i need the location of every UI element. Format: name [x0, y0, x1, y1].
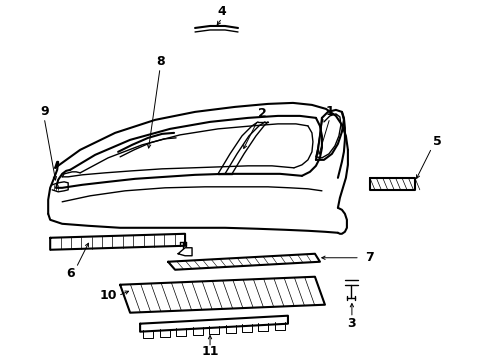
- Text: 2: 2: [258, 107, 267, 120]
- Text: 5: 5: [434, 135, 442, 148]
- Text: 9: 9: [40, 105, 49, 118]
- Text: 11: 11: [201, 345, 219, 358]
- Text: 1: 1: [325, 105, 334, 118]
- Text: 4: 4: [218, 5, 226, 18]
- Text: 6: 6: [66, 267, 74, 280]
- Text: 7: 7: [366, 251, 374, 264]
- Text: 10: 10: [99, 289, 117, 302]
- Text: 8: 8: [156, 55, 164, 68]
- Text: 3: 3: [347, 317, 356, 330]
